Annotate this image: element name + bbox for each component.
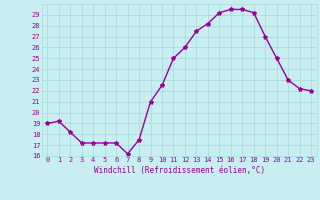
X-axis label: Windchill (Refroidissement éolien,°C): Windchill (Refroidissement éolien,°C) <box>94 166 265 175</box>
